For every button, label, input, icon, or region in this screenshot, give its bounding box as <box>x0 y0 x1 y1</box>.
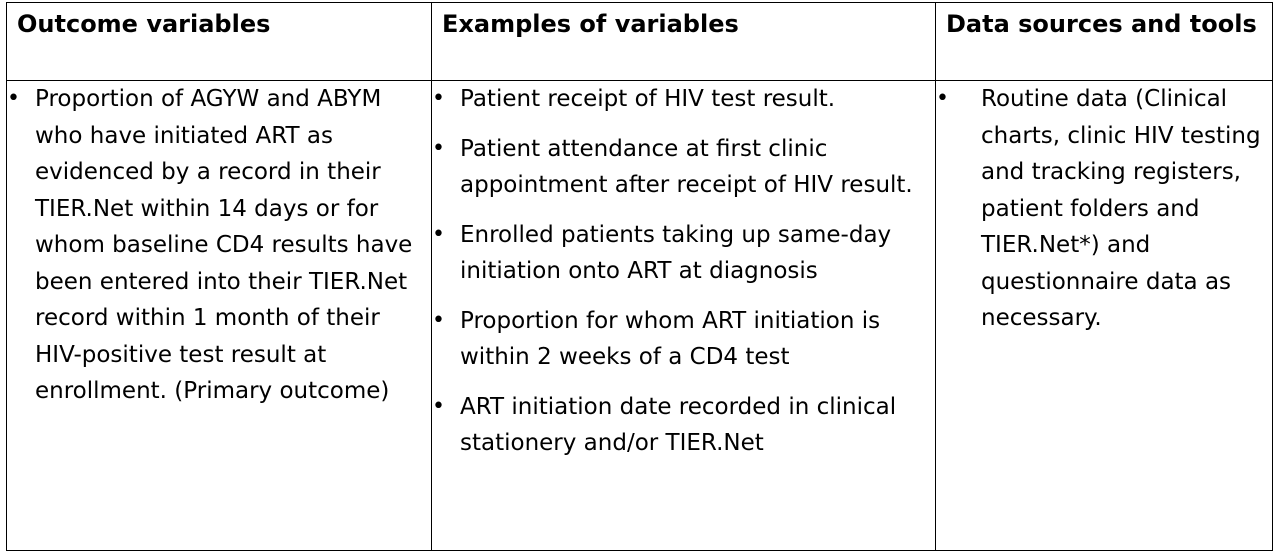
list-item: • Proportion of AGYW and ABYM who have i… <box>7 81 431 410</box>
list-item: • Routine data (Clinical charts, clinic … <box>936 81 1272 337</box>
cell-outcome-variables: • Proportion of AGYW and ABYM who have i… <box>6 80 432 551</box>
header-row: Outcome variables Examples of variables … <box>6 2 1273 81</box>
header-outcome-variables: Outcome variables <box>6 2 432 81</box>
list-item: • Patient attendance at first clinic app… <box>432 131 935 204</box>
bullet-icon: • <box>432 135 445 161</box>
bullet-icon: • <box>432 307 445 333</box>
outcome-variables-table: Outcome variables Examples of variables … <box>6 2 1273 551</box>
example-text: ART initiation date recorded in clinical… <box>460 393 897 457</box>
bullet-icon: • <box>432 221 445 247</box>
list-item: • Proportion for whom ART initiation is … <box>432 303 935 376</box>
bullet-icon: • <box>432 393 445 419</box>
header-examples-of-variables: Examples of variables <box>431 2 936 81</box>
list-item: • Patient receipt of HIV test result. <box>432 81 935 118</box>
list-item: • Enrolled patients taking up same-day i… <box>432 217 935 290</box>
cell-examples-of-variables: • Patient receipt of HIV test result. • … <box>431 80 936 551</box>
outcome-text: Proportion of AGYW and ABYM who have ini… <box>35 86 413 404</box>
example-text: Patient receipt of HIV test result. <box>460 86 836 112</box>
example-text: Patient attendance at first clinic appoi… <box>460 135 913 199</box>
header-data-sources-and-tools: Data sources and tools <box>935 2 1273 81</box>
data-source-text: Routine data (Clinical charts, clinic HI… <box>981 86 1261 331</box>
example-text: Enrolled patients taking up same-day ini… <box>460 221 892 285</box>
outcome-list: • Proportion of AGYW and ABYM who have i… <box>7 81 431 410</box>
bullet-icon: • <box>432 86 445 111</box>
examples-list: • Patient receipt of HIV test result. • … <box>432 81 935 462</box>
bullet-icon: • <box>936 86 949 111</box>
data-sources-list: • Routine data (Clinical charts, clinic … <box>936 81 1272 337</box>
table-row: • Proportion of AGYW and ABYM who have i… <box>6 80 1273 551</box>
cell-data-sources-and-tools: • Routine data (Clinical charts, clinic … <box>935 80 1273 551</box>
list-item: • ART initiation date recorded in clinic… <box>432 389 935 462</box>
example-text: Proportion for whom ART initiation is wi… <box>460 307 881 371</box>
bullet-icon: • <box>7 86 20 111</box>
